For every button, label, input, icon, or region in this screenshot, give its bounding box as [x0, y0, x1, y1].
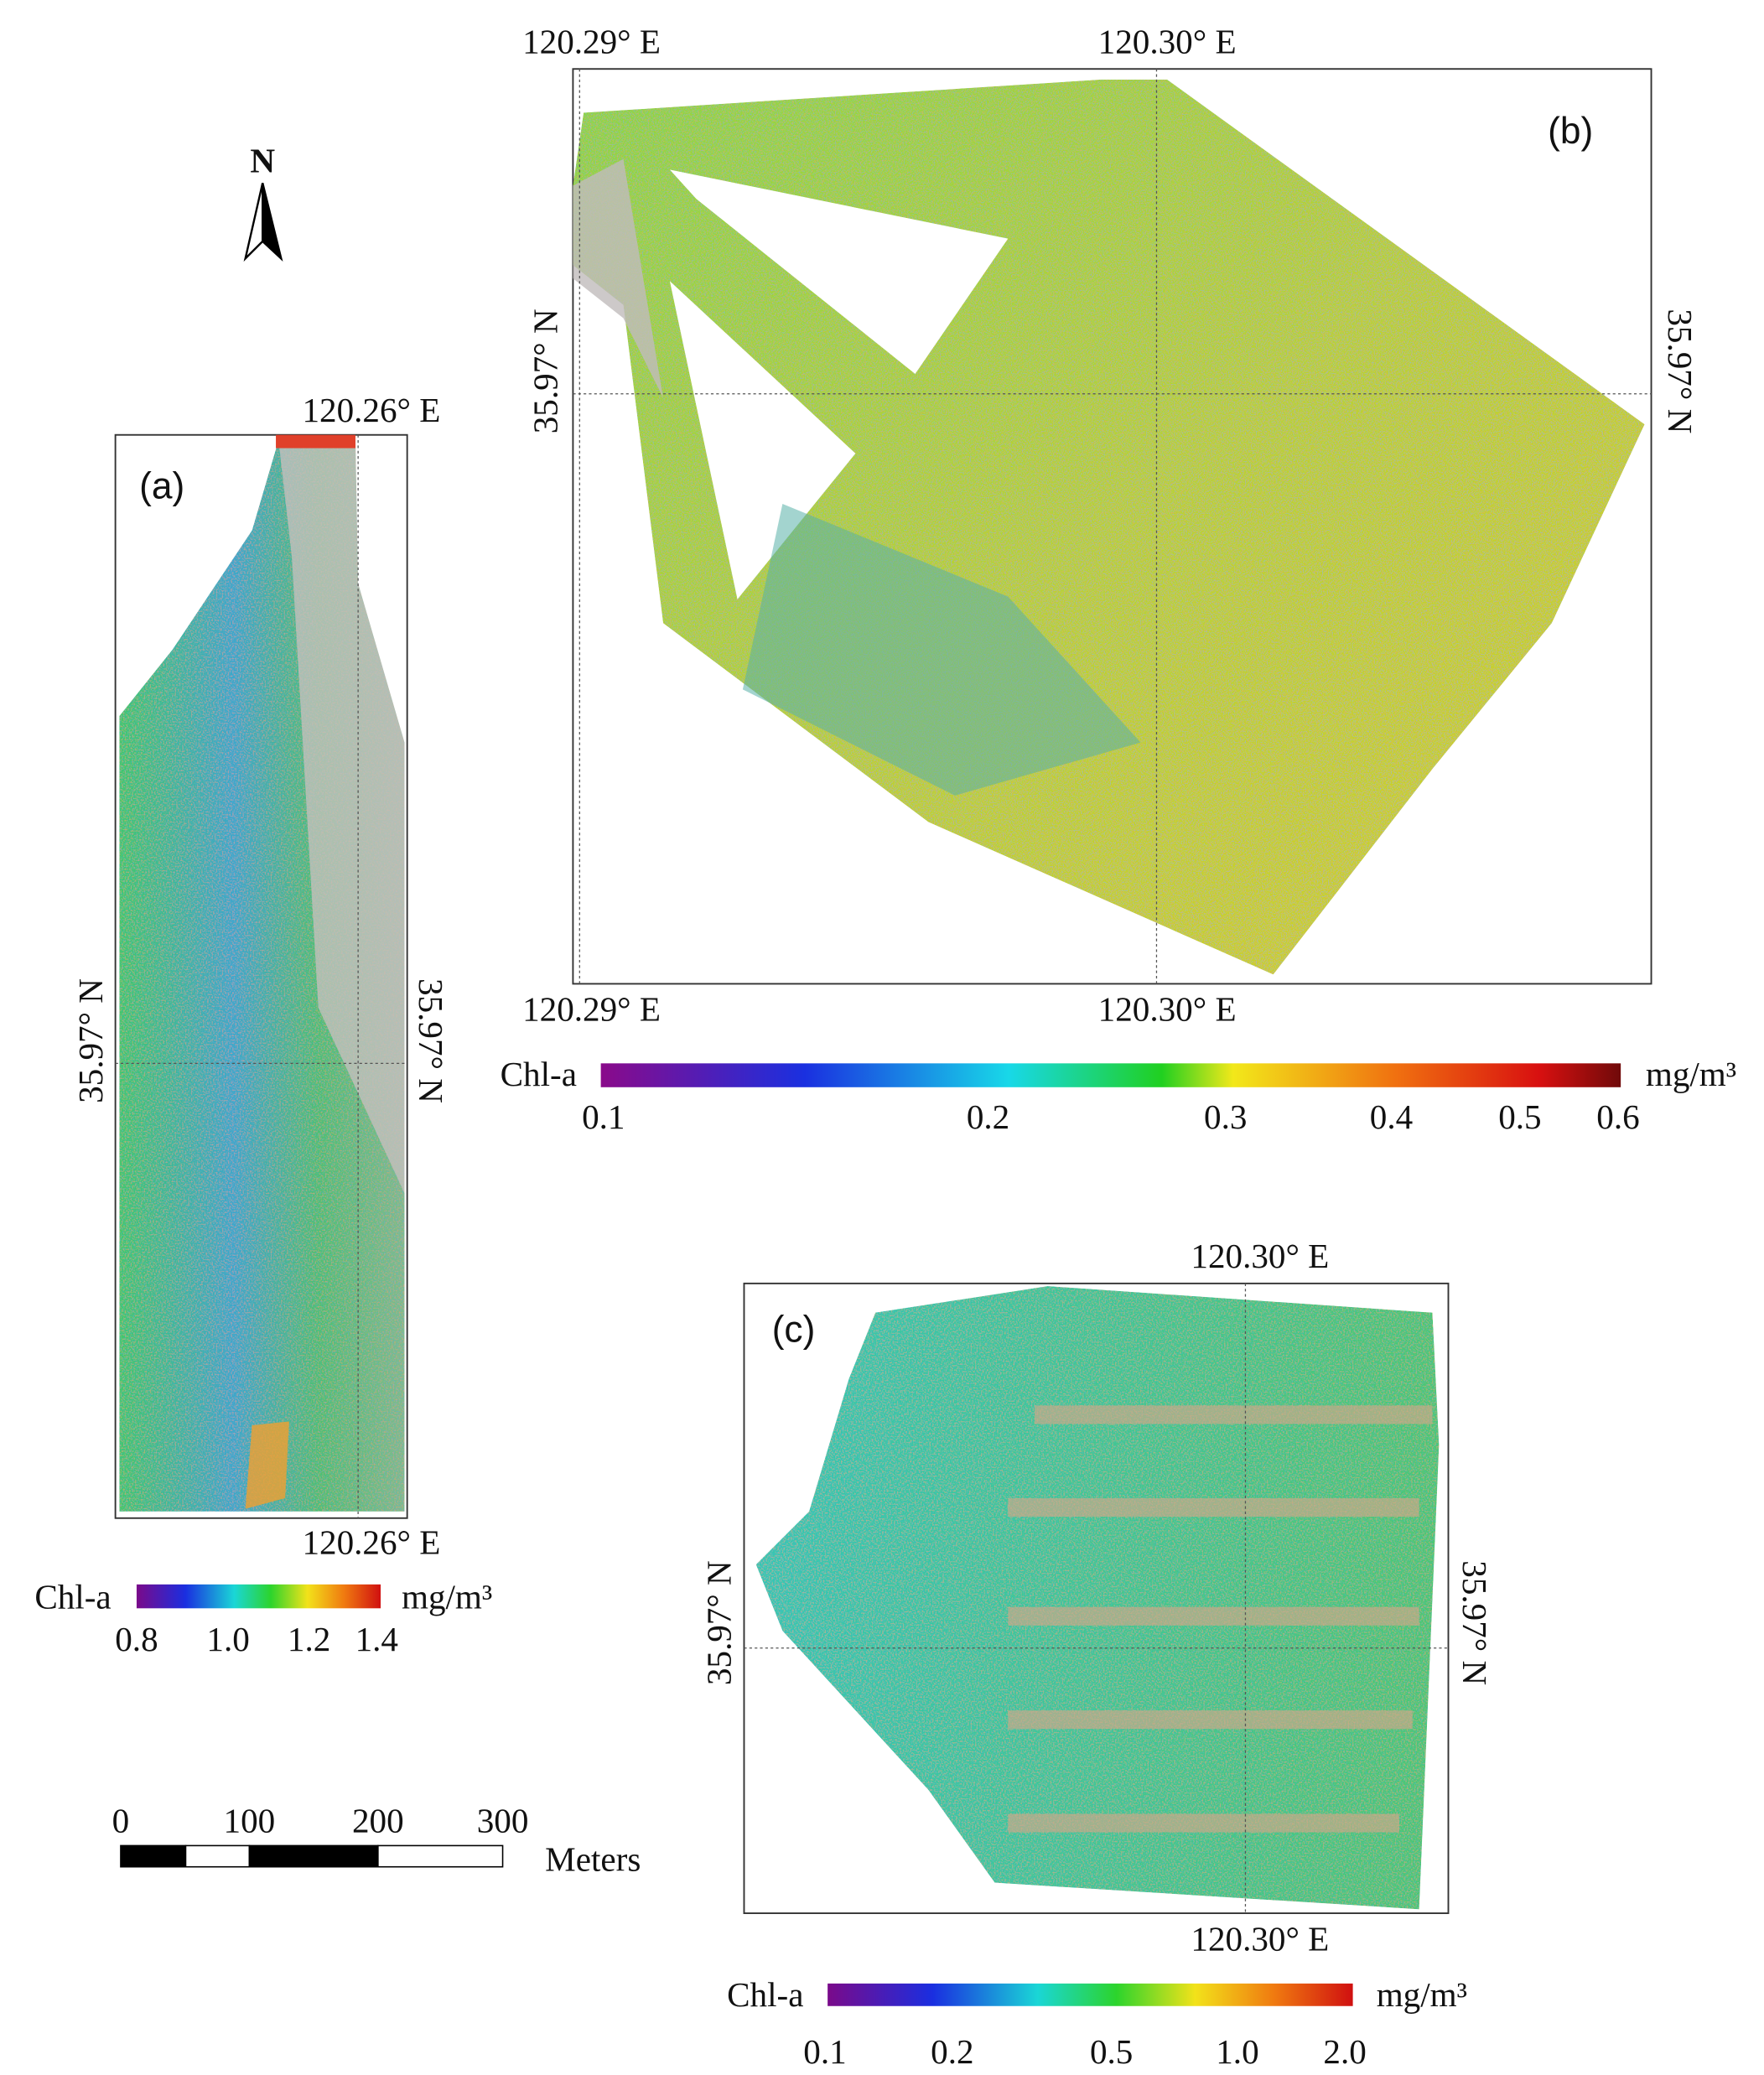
scale-tick: 0 — [112, 1802, 130, 1840]
legend-unit: mg/m³ — [1646, 1055, 1736, 1093]
map-stripe — [1008, 1606, 1419, 1626]
north-label: N — [250, 142, 275, 180]
panel-frame — [114, 433, 408, 1519]
legend-tick: 0.5 — [1498, 1097, 1541, 1136]
legend-tick: 1.0 — [206, 1620, 249, 1658]
lat-label: 35.97° N — [71, 978, 110, 1103]
legend-tick: 1.0 — [1216, 2032, 1258, 2071]
map-swath — [245, 1421, 289, 1509]
lat-label: 35.97° N — [700, 1560, 739, 1685]
legend-title: Chl-a — [501, 1055, 577, 1093]
legend-title: Chl-a — [34, 1577, 111, 1616]
legend-tick: 0.8 — [115, 1620, 158, 1658]
legend-tick: 0.2 — [931, 2032, 973, 2071]
lon-label: 120.26° E — [302, 1523, 440, 1561]
panel-label: (b) — [1548, 111, 1593, 152]
map-swath — [742, 503, 1141, 796]
panel-label: (c) — [772, 1309, 816, 1350]
colorbar — [136, 1584, 381, 1609]
legend-tick: 0.1 — [803, 2032, 846, 2071]
scale-tick: 100 — [224, 1802, 276, 1840]
lon-label: 120.29° E — [522, 990, 661, 1029]
scale-segment — [377, 1844, 504, 1868]
lon-label: 120.30° E — [1098, 990, 1237, 1029]
scale-segment — [120, 1844, 187, 1868]
panel-frame — [743, 1282, 1450, 1915]
map-swath — [573, 158, 663, 398]
legend-tick: 0.3 — [1204, 1097, 1247, 1136]
lat-label: 35.97° N — [412, 978, 450, 1103]
scale-unit: Meters — [545, 1839, 641, 1878]
legend-tick: 1.2 — [288, 1620, 330, 1658]
panel-frame — [572, 68, 1652, 985]
map-swath — [755, 1286, 1440, 1910]
north-arrow-right — [262, 182, 283, 262]
legend-tick: 0.5 — [1090, 2032, 1133, 2071]
scale-segment — [248, 1844, 379, 1868]
lon-label: 120.30° E — [1191, 1919, 1329, 1958]
map-swath — [278, 440, 405, 1194]
map-stripes — [1008, 1405, 1433, 1833]
scale-tick: 200 — [352, 1802, 404, 1840]
legend-tick: 1.4 — [355, 1620, 398, 1658]
map-gap — [669, 281, 856, 599]
lat-label: 35.97° N — [526, 309, 564, 433]
legend-tick: 0.1 — [582, 1097, 625, 1136]
north-arrow-left — [243, 182, 264, 262]
legend-tick: 0.6 — [1596, 1097, 1639, 1136]
lat-label: 35.97° N — [1661, 309, 1699, 433]
lat-label: 35.97° N — [1455, 1560, 1494, 1685]
map-stripe — [1034, 1405, 1433, 1424]
map-swath — [276, 434, 355, 449]
map-stripe — [1008, 1813, 1399, 1833]
scale-segment — [184, 1844, 251, 1868]
legend-tick: 2.0 — [1323, 2032, 1366, 2071]
map-gap — [669, 169, 1009, 374]
lon-label: 120.30° E — [1098, 22, 1237, 60]
lon-label: 120.26° E — [302, 391, 440, 429]
legend-tick: 0.4 — [1370, 1097, 1413, 1136]
lon-label: 120.29° E — [522, 22, 661, 60]
legend-title: Chl-a — [727, 1975, 803, 2014]
colorbar — [600, 1063, 1621, 1087]
scale-tick: 300 — [477, 1802, 529, 1840]
colorbar — [828, 1983, 1353, 2006]
map-stripe — [1008, 1498, 1419, 1517]
map-stripe — [1008, 1710, 1413, 1730]
lon-label: 120.30° E — [1191, 1237, 1329, 1275]
panel-label: (a) — [139, 466, 184, 507]
legend-tick: 0.2 — [967, 1097, 1009, 1136]
legend-unit: mg/m³ — [402, 1577, 492, 1616]
legend-unit: mg/m³ — [1377, 1975, 1467, 2014]
